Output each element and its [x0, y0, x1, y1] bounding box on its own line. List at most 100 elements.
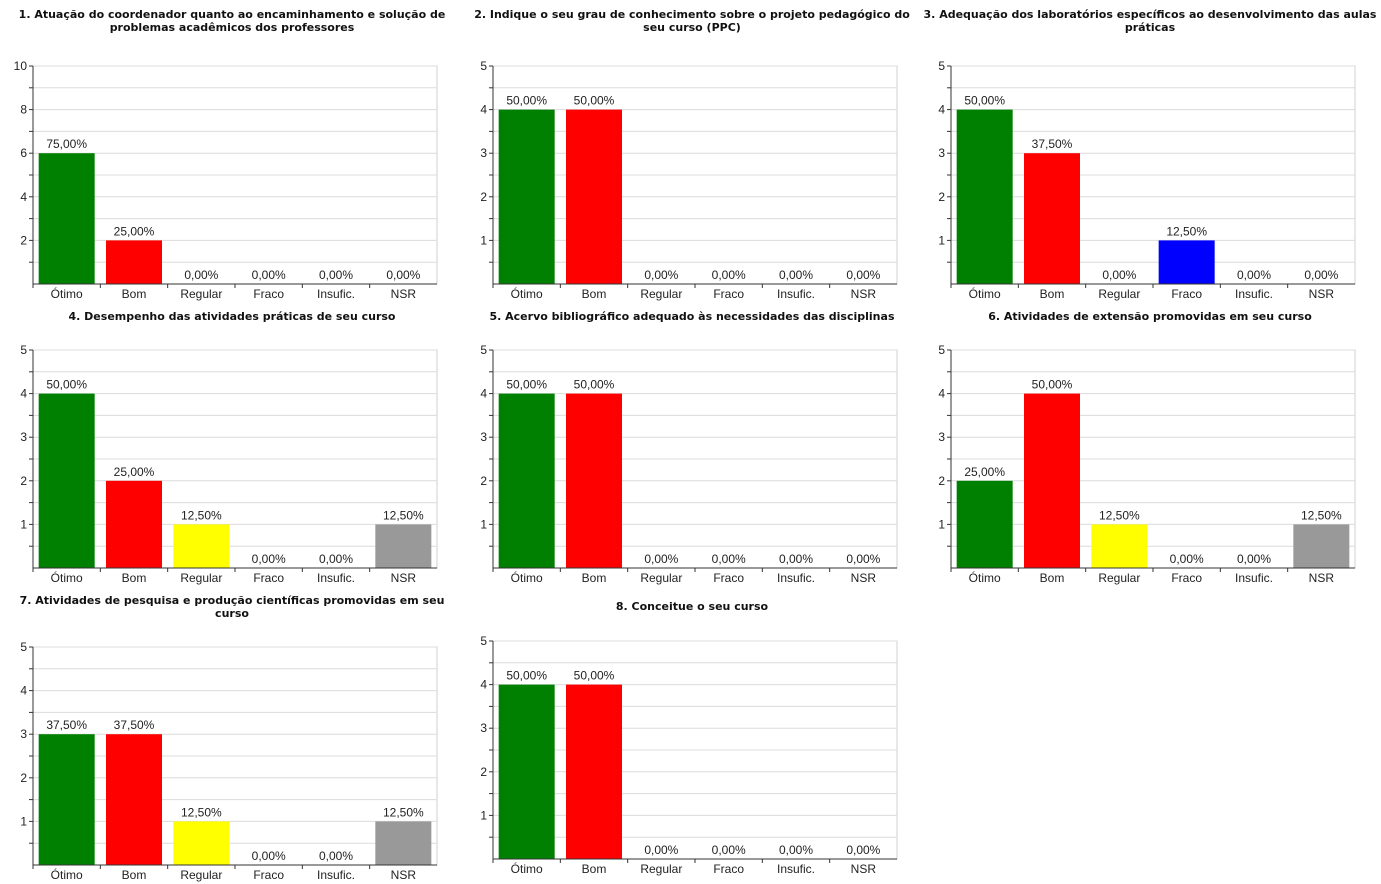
data-label: 0,00% — [1237, 552, 1271, 566]
y-tick-label: 4 — [480, 103, 487, 117]
bar — [498, 684, 555, 859]
y-tick-label: 4 — [20, 190, 27, 204]
y-tick-label: 1 — [480, 517, 487, 531]
category-label: Insufic. — [317, 868, 355, 882]
y-tick-label: 2 — [480, 765, 487, 779]
data-label: 0,00% — [846, 268, 880, 282]
category-label: Fraco — [713, 287, 744, 301]
y-tick-label: 3 — [20, 727, 27, 741]
category-label: Ótimo — [511, 861, 543, 876]
data-label: 12,50% — [383, 805, 424, 819]
bar-chart: 1 2 3 4 5 50,00% Ótimo 25,00% Bom 12,50% Regular 0,… — [20, 343, 438, 585]
data-label: 0,00% — [184, 268, 218, 282]
bar — [956, 480, 1013, 568]
data-label: 0,00% — [712, 268, 746, 282]
bar-chart: 2 4 6 8 10 75,00% Ótimo 25,00% Bom 0,00% Regular 0,… — [14, 59, 438, 301]
y-tick-label: 5 — [20, 640, 27, 654]
data-label: 0,00% — [846, 843, 880, 857]
bar — [375, 821, 432, 865]
category-label: NSR — [851, 862, 877, 876]
data-label: 50,00% — [964, 94, 1005, 108]
category-label: Ótimo — [969, 570, 1001, 585]
category-label: Regular — [180, 287, 222, 301]
chart-2: 2. Indique o seu grau de conhecimento so… — [460, 0, 923, 884]
category-label: Bom — [1040, 287, 1065, 301]
category-label: Bom — [582, 287, 607, 301]
category-label: NSR — [391, 571, 417, 585]
y-tick-label: 1 — [938, 517, 945, 531]
category-label: NSR — [851, 571, 877, 585]
bar-chart: 1 2 3 4 5 37,50% Ótimo 37,50% Bom 12,50% Regular 0,… — [20, 640, 438, 882]
bar — [106, 240, 162, 284]
data-label: 25,00% — [964, 465, 1005, 479]
chart-1: 1. Atuação do coordenador quanto ao enca… — [0, 0, 463, 884]
category-label: Insufic. — [777, 862, 815, 876]
category-label: Insufic. — [777, 571, 815, 585]
chart-7: 7. Atividades de pesquisa e produção cie… — [0, 0, 463, 884]
data-label: 50,00% — [506, 378, 547, 392]
bar — [38, 734, 95, 865]
bar — [38, 393, 95, 568]
data-label: 0,00% — [1304, 268, 1338, 282]
category-label: Fraco — [253, 287, 284, 301]
category-label: NSR — [851, 287, 877, 301]
data-label: 12,50% — [1099, 508, 1140, 522]
y-tick-label: 4 — [938, 387, 945, 401]
y-tick-label: 1 — [938, 233, 945, 247]
y-tick-label: 5 — [938, 343, 945, 357]
category-label: Regular — [640, 862, 682, 876]
bar — [375, 524, 432, 568]
category-label: Ótimo — [51, 867, 83, 882]
y-tick-label: 4 — [480, 387, 487, 401]
bar — [1293, 524, 1350, 568]
bar — [106, 480, 162, 568]
chart-title: 6. Atividades de extensão promovidas em … — [988, 310, 1312, 323]
category-label: Ótimo — [51, 286, 83, 301]
data-label: 0,00% — [319, 849, 353, 863]
y-tick-label: 5 — [480, 634, 487, 648]
data-label: 12,50% — [383, 508, 424, 522]
data-label: 50,00% — [1032, 378, 1073, 392]
chart-title: 5. Acervo bibliográfico adequado às nece… — [489, 310, 895, 323]
data-label: 0,00% — [644, 843, 678, 857]
data-label: 0,00% — [1102, 268, 1136, 282]
bar-chart: 1 2 3 4 5 50,00% Ótimo 50,00% Bom 0,00% Regular 0,0… — [480, 59, 898, 301]
y-tick-label: 4 — [938, 103, 945, 117]
y-tick-label: 4 — [20, 387, 27, 401]
bar — [173, 821, 230, 865]
data-label: 50,00% — [574, 669, 615, 683]
data-label: 37,50% — [46, 718, 87, 732]
y-tick-label: 3 — [480, 430, 487, 444]
data-label: 0,00% — [712, 552, 746, 566]
category-label: Bom — [122, 287, 147, 301]
data-label: 0,00% — [252, 849, 286, 863]
category-label: Fraco — [253, 571, 284, 585]
category-label: Regular — [180, 571, 222, 585]
data-label: 12,50% — [181, 805, 222, 819]
chart-title: 3. Adequação dos laboratórios específico… — [923, 8, 1377, 34]
data-label: 50,00% — [46, 378, 87, 392]
category-label: Bom — [582, 571, 607, 585]
category-label: Ótimo — [511, 286, 543, 301]
category-label: Insufic. — [1235, 287, 1273, 301]
data-label: 50,00% — [506, 669, 547, 683]
data-label: 0,00% — [712, 843, 746, 857]
category-label: Insufic. — [317, 287, 355, 301]
chart-3: 3. Adequação dos laboratórios específico… — [918, 0, 1381, 884]
bar — [498, 109, 555, 284]
category-label: NSR — [1309, 571, 1335, 585]
data-label: 37,50% — [1032, 137, 1073, 151]
y-tick-label: 10 — [14, 59, 28, 73]
y-tick-label: 2 — [938, 190, 945, 204]
y-tick-label: 3 — [938, 430, 945, 444]
y-tick-label: 1 — [20, 814, 27, 828]
bar-chart: 1 2 3 4 5 50,00% Ótimo 50,00% Bom 0,00% Regular 0,0… — [480, 343, 898, 585]
y-tick-label: 2 — [480, 474, 487, 488]
category-label: Fraco — [253, 868, 284, 882]
chart-5: 5. Acervo bibliográfico adequado às nece… — [460, 0, 923, 884]
data-label: 50,00% — [574, 378, 615, 392]
data-label: 0,00% — [319, 552, 353, 566]
chart-4: 4. Desempenho das atividades práticas de… — [0, 0, 463, 884]
bar-chart: 1 2 3 4 5 25,00% Ótimo 50,00% Bom 12,50% Regular 0,… — [938, 343, 1356, 585]
